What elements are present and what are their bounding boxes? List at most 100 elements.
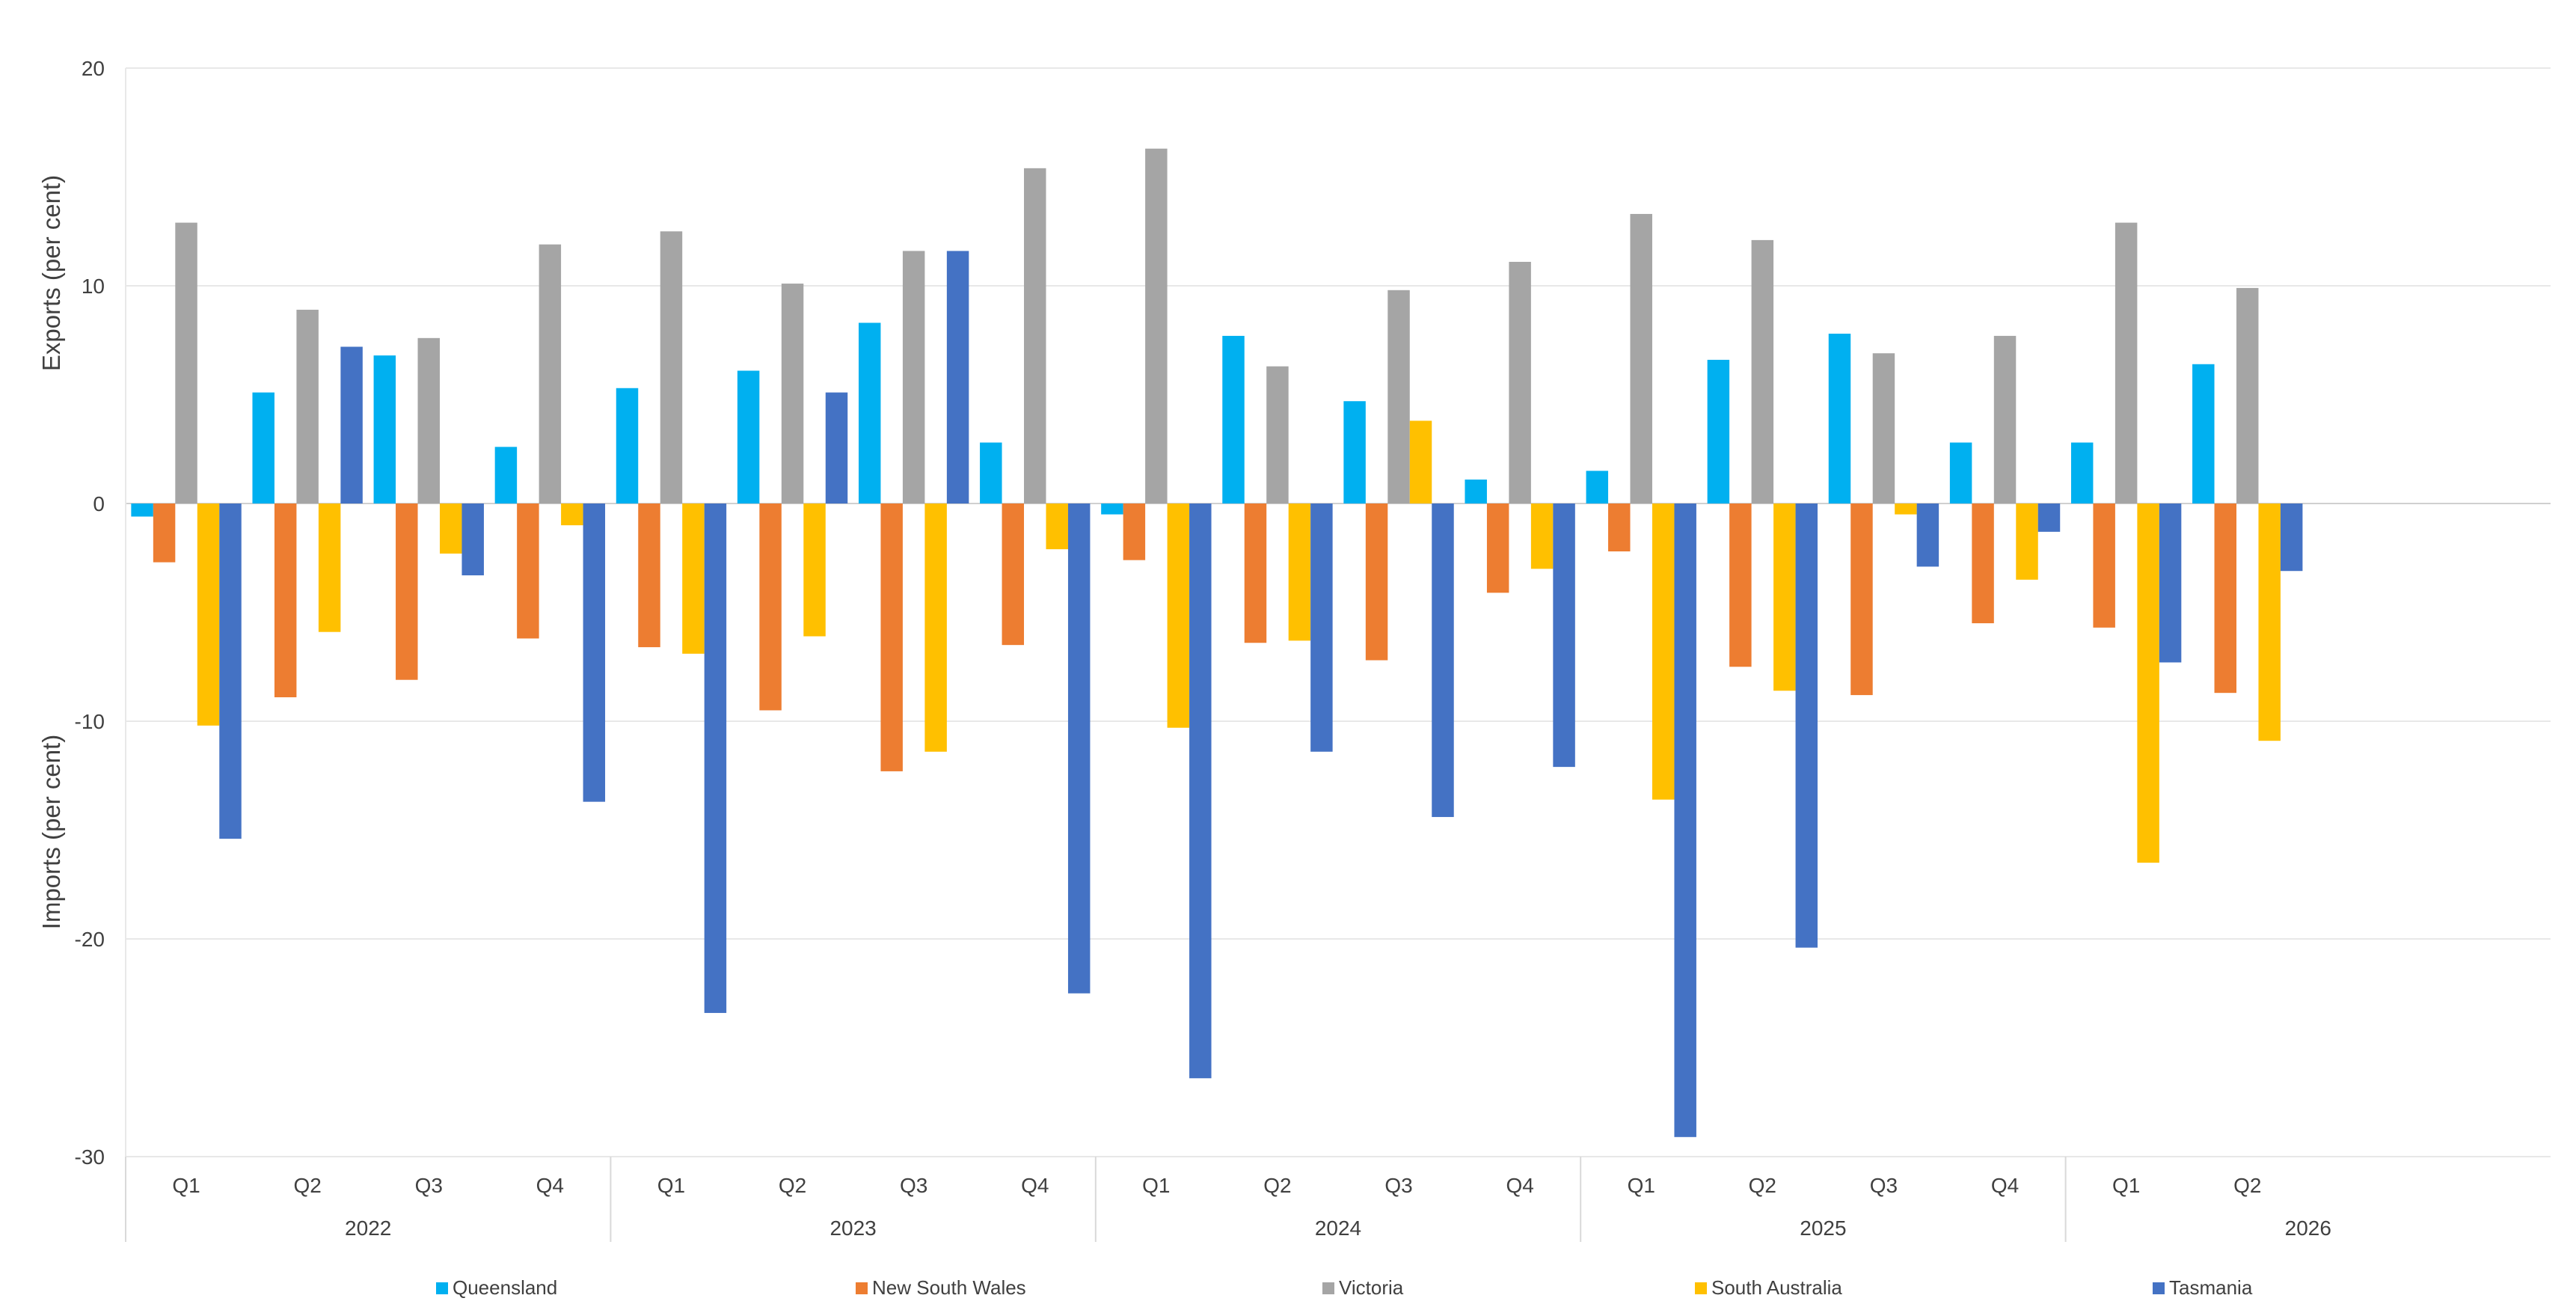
bar-tasmania [1310,504,1333,752]
bar-victoria [1024,168,1046,504]
bars [131,148,2303,1137]
bar-victoria [1266,366,1289,504]
bar-tasmania [1553,504,1575,768]
bar-south-australia [1530,504,1554,569]
bar-queensland [616,388,639,504]
bar-queensland [1465,479,1487,504]
bar-tasmania [1674,504,1696,1137]
x-tick-label-quarter: Q1 [1142,1174,1170,1197]
bar-victoria [1751,239,1774,504]
bar-south-australia [682,504,705,654]
bar-queensland [1828,334,1851,504]
bar-queensland [2070,442,2094,504]
bar-south-australia [1046,504,1068,550]
x-tick-label-quarter: Q2 [1263,1174,1291,1197]
bar-tasmania [2037,504,2061,532]
bar-tasmania [1795,504,1818,948]
legend-label: Tasmania [2169,1276,2253,1299]
bar-south-australia [318,504,341,632]
axes: -30 -20 -10 0 10 20 Q1 Q2 Q3 Q4 Q1 Q2 Q3 Q4 Q1 Q2 Q3 Q4 Q1… [75,57,2331,1242]
bar-new-south-wales [880,504,903,771]
bar-tasmania [825,392,848,504]
bar-victoria [539,244,562,504]
bar-tasmania [1067,504,1091,994]
bar-south-australia [1167,504,1190,728]
legend-swatch [856,1282,868,1294]
bar-south-australia [561,504,583,526]
x-group-label-year: 2024 [1315,1216,1361,1240]
bar-tasmania [219,504,242,839]
legend-item: Queensland [436,1276,557,1299]
bar-new-south-wales [1486,504,1509,593]
bar-tasmania [946,251,969,504]
bar-tasmania [583,504,606,802]
bar-new-south-wales [153,504,176,563]
bar-queensland [2192,364,2215,504]
x-tick-label-quarter: Q1 [172,1174,200,1197]
y-axis-title-imports: Imports (per cent) [37,735,65,929]
bar-victoria [1630,213,1652,504]
bar-victoria [781,284,804,504]
bar-south-australia [1288,504,1311,641]
bar-victoria [175,222,197,504]
bar-queensland [1343,401,1366,504]
bar-victoria [1387,290,1410,504]
bar-south-australia [1409,420,1432,504]
bar-south-australia [803,504,826,637]
bar-victoria [1509,261,1531,504]
bar-queensland [494,447,518,504]
y-tick-label: 0 [93,492,105,515]
bar-new-south-wales [1365,504,1388,661]
legend: Queensland New South Wales Victoria South A… [436,1276,2253,1299]
legend-swatch [1695,1282,1707,1294]
bar-queensland [737,370,760,504]
bar-tasmania [2280,504,2303,572]
bar-new-south-wales [2093,504,2115,628]
bar-tasmania [461,504,484,576]
bar-south-australia [1895,504,1917,515]
y-tick-label: 20 [82,57,105,80]
bar-queensland [858,322,881,504]
x-tick-label-quarter: Q3 [900,1174,927,1197]
bar-queensland [1586,471,1609,504]
bar-queensland [1222,335,1245,504]
bar-new-south-wales [759,504,782,711]
bar-south-australia [2258,504,2281,741]
bar-new-south-wales [1002,504,1025,646]
bar-queensland [131,504,153,517]
bar-tasmania [1432,504,1454,818]
bar-victoria [1872,353,1895,504]
bar-new-south-wales [1729,504,1752,667]
x-tick-label-quarter: Q4 [1991,1174,2019,1197]
x-tick-label-quarter: Q4 [1506,1174,1533,1197]
bar-new-south-wales [1123,504,1146,560]
legend-swatch [2153,1282,2165,1294]
bar-queensland [373,355,396,504]
bar-south-australia [924,504,947,752]
bar-tasmania [2159,504,2182,663]
bar-new-south-wales [396,504,418,680]
bar-victoria [2115,222,2138,504]
x-tick-label-quarter: Q1 [1628,1174,1655,1197]
bar-victoria [2236,287,2259,504]
x-tick-label-quarter: Q2 [293,1174,321,1197]
bar-new-south-wales [1972,504,1994,624]
x-tick-label-quarter: Q4 [1021,1174,1049,1197]
x-group-label-year: 2026 [2285,1216,2331,1240]
bar-victoria [1993,335,2017,504]
x-group-label-year: 2023 [829,1216,876,1240]
bar-new-south-wales [274,504,297,697]
bar-south-australia [1773,504,1796,691]
x-tick-label-quarter: Q3 [1384,1174,1412,1197]
bar-tasmania [1189,504,1212,1079]
bar-victoria [296,310,319,504]
bar-new-south-wales [1244,504,1267,643]
bar-victoria [1145,148,1168,504]
legend-item: South Australia [1695,1276,1842,1299]
y-tick-label: -20 [75,928,105,951]
x-group-label-year: 2022 [345,1216,391,1240]
bar-new-south-wales [2214,504,2237,694]
legend-label: Victoria [1339,1276,1404,1299]
x-tick-label-quarter: Q3 [1870,1174,1898,1197]
bar-tasmania [340,346,363,504]
